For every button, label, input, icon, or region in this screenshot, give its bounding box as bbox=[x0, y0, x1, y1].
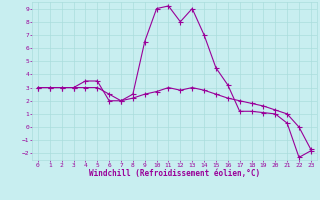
X-axis label: Windchill (Refroidissement éolien,°C): Windchill (Refroidissement éolien,°C) bbox=[89, 169, 260, 178]
